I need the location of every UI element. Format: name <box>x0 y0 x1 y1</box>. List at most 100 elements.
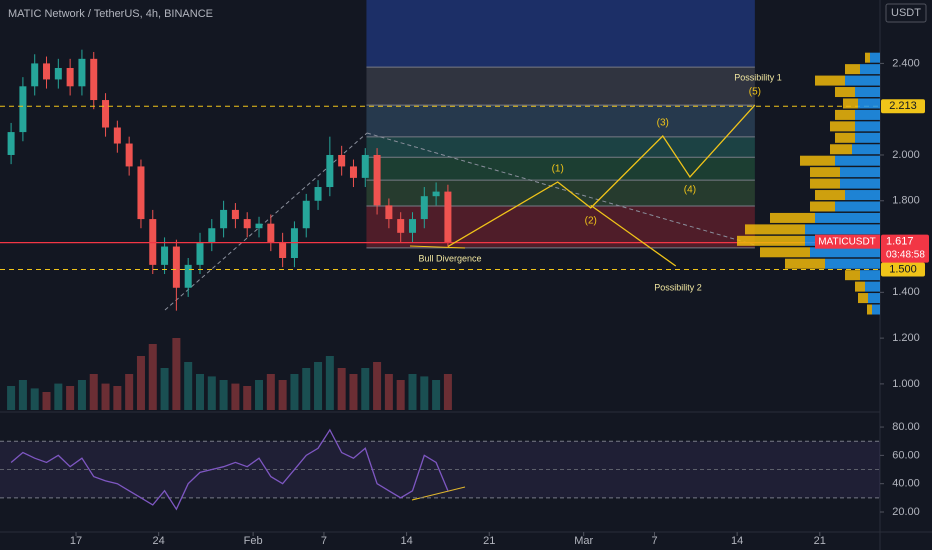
vp-sell <box>835 87 855 98</box>
candle-body <box>54 67 62 80</box>
x-tick-label: Mar <box>574 535 593 547</box>
vp-buy <box>835 155 880 166</box>
candle-body <box>385 205 393 220</box>
fib-zone <box>366 206 755 248</box>
vp-buy <box>840 167 880 178</box>
volume-bar <box>373 362 382 410</box>
candle-body <box>196 241 204 265</box>
volume-bar <box>384 374 393 410</box>
fib-zone <box>366 67 755 106</box>
volume-bar <box>266 374 275 410</box>
wave-label: (3) <box>657 118 669 129</box>
volume-bar <box>7 386 16 410</box>
candle-body <box>338 154 346 167</box>
candle-body <box>349 166 357 178</box>
vp-sell <box>858 293 868 304</box>
candle-body <box>408 219 416 233</box>
candle-body <box>102 100 110 128</box>
y-tick-label: 1.400 <box>892 286 920 298</box>
volume-bar <box>125 374 134 410</box>
fib-zone <box>366 157 755 181</box>
trend-line <box>366 132 756 246</box>
divergence-line <box>409 245 466 249</box>
vp-sell <box>800 155 835 166</box>
vp-buy <box>805 224 880 235</box>
wave-label: (1) <box>552 164 564 175</box>
volume-bar <box>325 356 334 410</box>
vp-buy <box>845 190 880 201</box>
vp-buy <box>815 212 880 223</box>
vp-buy <box>825 258 880 269</box>
vp-sell <box>867 304 872 315</box>
price-tag <box>881 234 929 263</box>
annotation: Possibility 1 <box>734 72 782 82</box>
price-tag-label: 1.617 <box>886 236 914 248</box>
candle-body <box>7 132 15 155</box>
vp-buy <box>855 121 880 132</box>
level-tag <box>881 99 925 114</box>
currency-box[interactable] <box>885 3 927 23</box>
vp-sell <box>815 190 845 201</box>
wave-path <box>447 104 756 248</box>
candle-body <box>432 191 440 197</box>
level-tag-label: 1.500 <box>889 263 917 275</box>
vp-buy <box>870 52 880 63</box>
volume-bar <box>278 380 287 410</box>
candle-body <box>314 187 322 201</box>
candle-body <box>90 58 98 101</box>
candle-body <box>361 154 369 178</box>
candle-body <box>279 241 287 258</box>
x-tick-label: 17 <box>70 535 82 547</box>
candle-body <box>172 246 180 288</box>
candle-body <box>302 200 310 229</box>
volume-bar <box>420 376 429 410</box>
fib-zone <box>366 105 755 137</box>
y-tick-label: 2.400 <box>892 57 920 69</box>
volume-bar <box>396 380 405 410</box>
vp-buy <box>855 109 880 120</box>
volume-bar <box>255 380 264 410</box>
trend-line <box>164 132 368 311</box>
vp-sell <box>810 178 840 189</box>
vp-buy <box>855 132 880 143</box>
rsi-line <box>10 428 449 511</box>
volume-bar <box>54 383 63 410</box>
volume-bar <box>136 356 145 410</box>
vp-buy <box>855 87 880 98</box>
volume-bar <box>113 386 122 410</box>
y-tick-label: 1.000 <box>892 378 920 390</box>
candle-body <box>208 228 216 242</box>
currency[interactable]: USDT <box>891 7 921 19</box>
candle-body <box>184 264 192 288</box>
candle-body <box>444 191 452 242</box>
wave-label: (2) <box>585 216 597 227</box>
candle-body <box>326 154 334 188</box>
volume-bar <box>148 344 157 410</box>
candle-body <box>161 246 169 265</box>
rsi-tick-label: 80.00 <box>892 421 920 433</box>
candle-body <box>137 166 145 220</box>
candle-body <box>243 219 251 229</box>
vp-buy <box>872 304 880 315</box>
candle-body <box>31 63 39 87</box>
vp-sell <box>835 109 855 120</box>
wave-label: (5) <box>749 87 761 98</box>
x-tick-label: 21 <box>814 535 826 547</box>
rsi-band <box>0 441 880 498</box>
volume-bar <box>290 374 299 410</box>
vp-sell <box>830 121 855 132</box>
volume-bar <box>408 374 417 410</box>
annotation: Bull Divergence <box>418 253 481 263</box>
vp-sell <box>770 212 815 223</box>
rsi-tick-label: 20.00 <box>892 506 920 518</box>
x-tick-label: 7 <box>651 535 657 547</box>
countdown: 03:48:58 <box>886 249 925 260</box>
vp-sell <box>737 235 805 246</box>
candle-body <box>113 127 121 144</box>
x-tick-label: 21 <box>483 535 495 547</box>
vp-sell <box>815 75 845 86</box>
volume-bar <box>160 368 169 410</box>
level-tag-label: 2.213 <box>889 100 917 112</box>
x-tick-label: Feb <box>244 535 263 547</box>
